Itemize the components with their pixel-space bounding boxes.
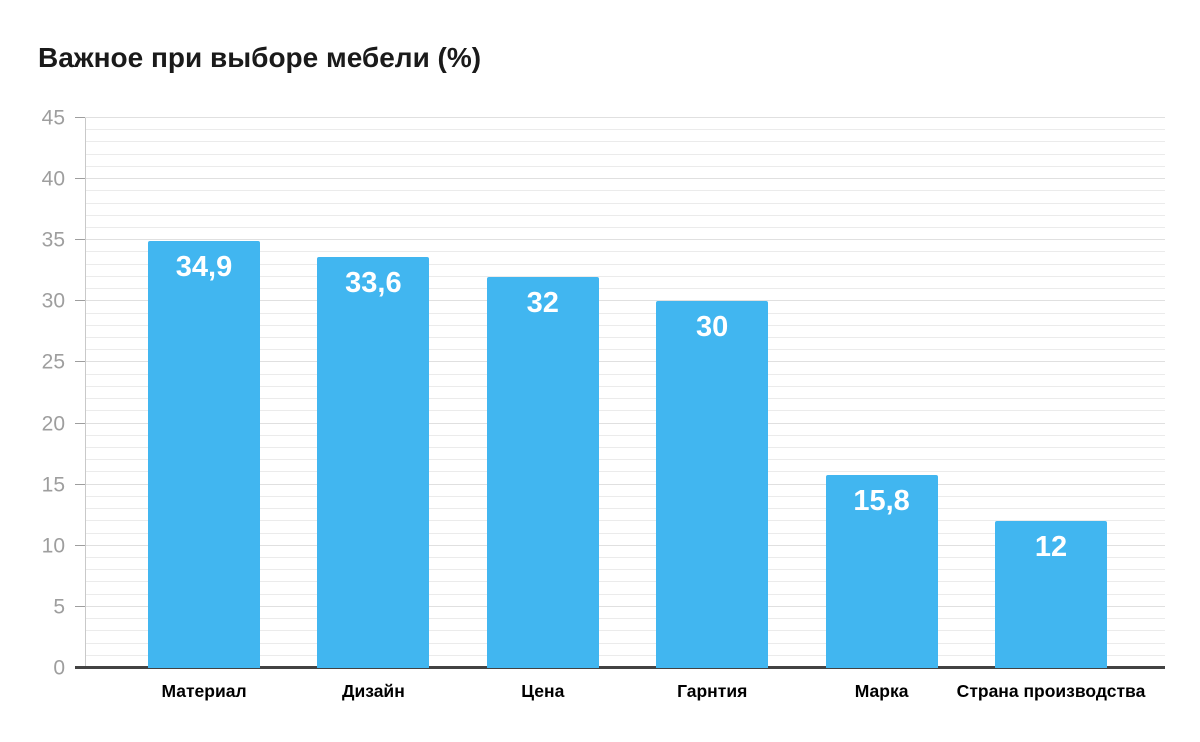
minor-gridline [85, 312, 1165, 314]
major-gridline [85, 239, 1165, 241]
minor-gridline [85, 373, 1165, 375]
minor-gridline [85, 618, 1165, 620]
minor-gridline [85, 434, 1165, 436]
minor-gridline [85, 165, 1165, 167]
x-axis-category-label: Страна производства [956, 681, 1146, 701]
x-axis-category-label: Цена [521, 681, 565, 701]
minor-gridline [85, 324, 1165, 326]
x-axis-category-label: Материал [161, 681, 247, 701]
minor-gridline [85, 129, 1165, 131]
minor-gridline [85, 630, 1165, 632]
bar-3: 30 [656, 301, 769, 668]
y-axis-label: 5 [53, 595, 65, 619]
bar-1: 33,6 [317, 257, 430, 668]
minor-gridline [85, 410, 1165, 412]
minor-gridline [85, 385, 1165, 387]
minor-gridline [85, 593, 1165, 595]
y-axis-label: 15 [41, 473, 65, 497]
x-axis-category-label: Марка [854, 681, 909, 701]
bar-2: 32 [486, 276, 599, 668]
minor-gridline [85, 337, 1165, 338]
bar-value-label: 33,6 [345, 267, 402, 300]
x-axis-baseline [75, 666, 1165, 669]
minor-gridline [85, 495, 1165, 497]
x-axis-category-label: Гарнтия [677, 681, 748, 701]
bar-value-label: 30 [696, 311, 729, 344]
minor-gridline [85, 508, 1165, 510]
y-axis-label: 35 [41, 228, 65, 252]
minor-gridline [85, 153, 1165, 155]
y-axis-label: 40 [41, 167, 65, 191]
bar-5: 12 [995, 521, 1107, 668]
y-axis-tick [75, 300, 85, 302]
major-gridline [85, 300, 1165, 302]
major-gridline [85, 544, 1165, 546]
major-gridline [85, 605, 1165, 607]
y-axis-tick [75, 178, 85, 180]
minor-gridline [85, 288, 1165, 290]
y-axis-tick [75, 605, 85, 607]
bar-0: 34,9 [148, 241, 260, 668]
minor-gridline [85, 459, 1165, 461]
y-axis-label: 30 [41, 289, 65, 313]
minor-gridline [85, 202, 1165, 204]
minor-gridline [85, 642, 1165, 644]
y-axis-tick [75, 361, 85, 363]
x-axis-category-label: Дизайн [342, 681, 405, 701]
y-axis-tick [75, 239, 85, 241]
minor-gridline [85, 654, 1165, 656]
y-axis-label: 20 [41, 412, 65, 436]
major-gridline [85, 422, 1165, 424]
y-axis-label: 25 [41, 350, 65, 374]
bar-value-label: 32 [526, 286, 559, 319]
y-axis-tick [75, 544, 85, 546]
plot-area: 0 5 10 15 20 25 30 35 40 45 34,9 Материал 33,6 Дизайн… [42, 108, 1165, 700]
minor-gridline [85, 581, 1165, 583]
minor-gridline [85, 532, 1165, 534]
chart-title: Важное при выборе мебели (%) [38, 42, 482, 73]
bar-4: 15,8 [825, 474, 938, 668]
bar-value-label: 34,9 [175, 251, 233, 284]
y-axis-tick [75, 483, 85, 485]
y-axis-tick [75, 422, 85, 424]
y-axis-label: 0 [53, 656, 65, 680]
minor-gridline [85, 275, 1165, 277]
major-gridline [85, 178, 1165, 180]
major-gridline [85, 361, 1165, 363]
bar-value-label: 15,8 [853, 484, 910, 517]
y-axis-label: 10 [41, 534, 65, 558]
minor-gridline [85, 569, 1165, 571]
minor-gridline [85, 557, 1165, 558]
major-gridline [85, 117, 1165, 118]
minor-gridline [85, 398, 1165, 400]
minor-gridline [85, 471, 1165, 473]
major-gridline [85, 483, 1165, 485]
minor-gridline [85, 263, 1165, 265]
minor-gridline [85, 447, 1165, 448]
minor-gridline [85, 251, 1165, 253]
minor-gridline [85, 349, 1165, 351]
minor-gridline [85, 141, 1165, 143]
minor-gridline [85, 190, 1165, 192]
y-axis-line [85, 118, 86, 668]
minor-gridline [85, 520, 1165, 522]
y-axis-tick [75, 117, 85, 118]
y-axis-label: 45 [41, 106, 65, 130]
minor-gridline [85, 214, 1165, 216]
bar-value-label: 12 [1034, 531, 1068, 564]
minor-gridline [85, 227, 1165, 228]
